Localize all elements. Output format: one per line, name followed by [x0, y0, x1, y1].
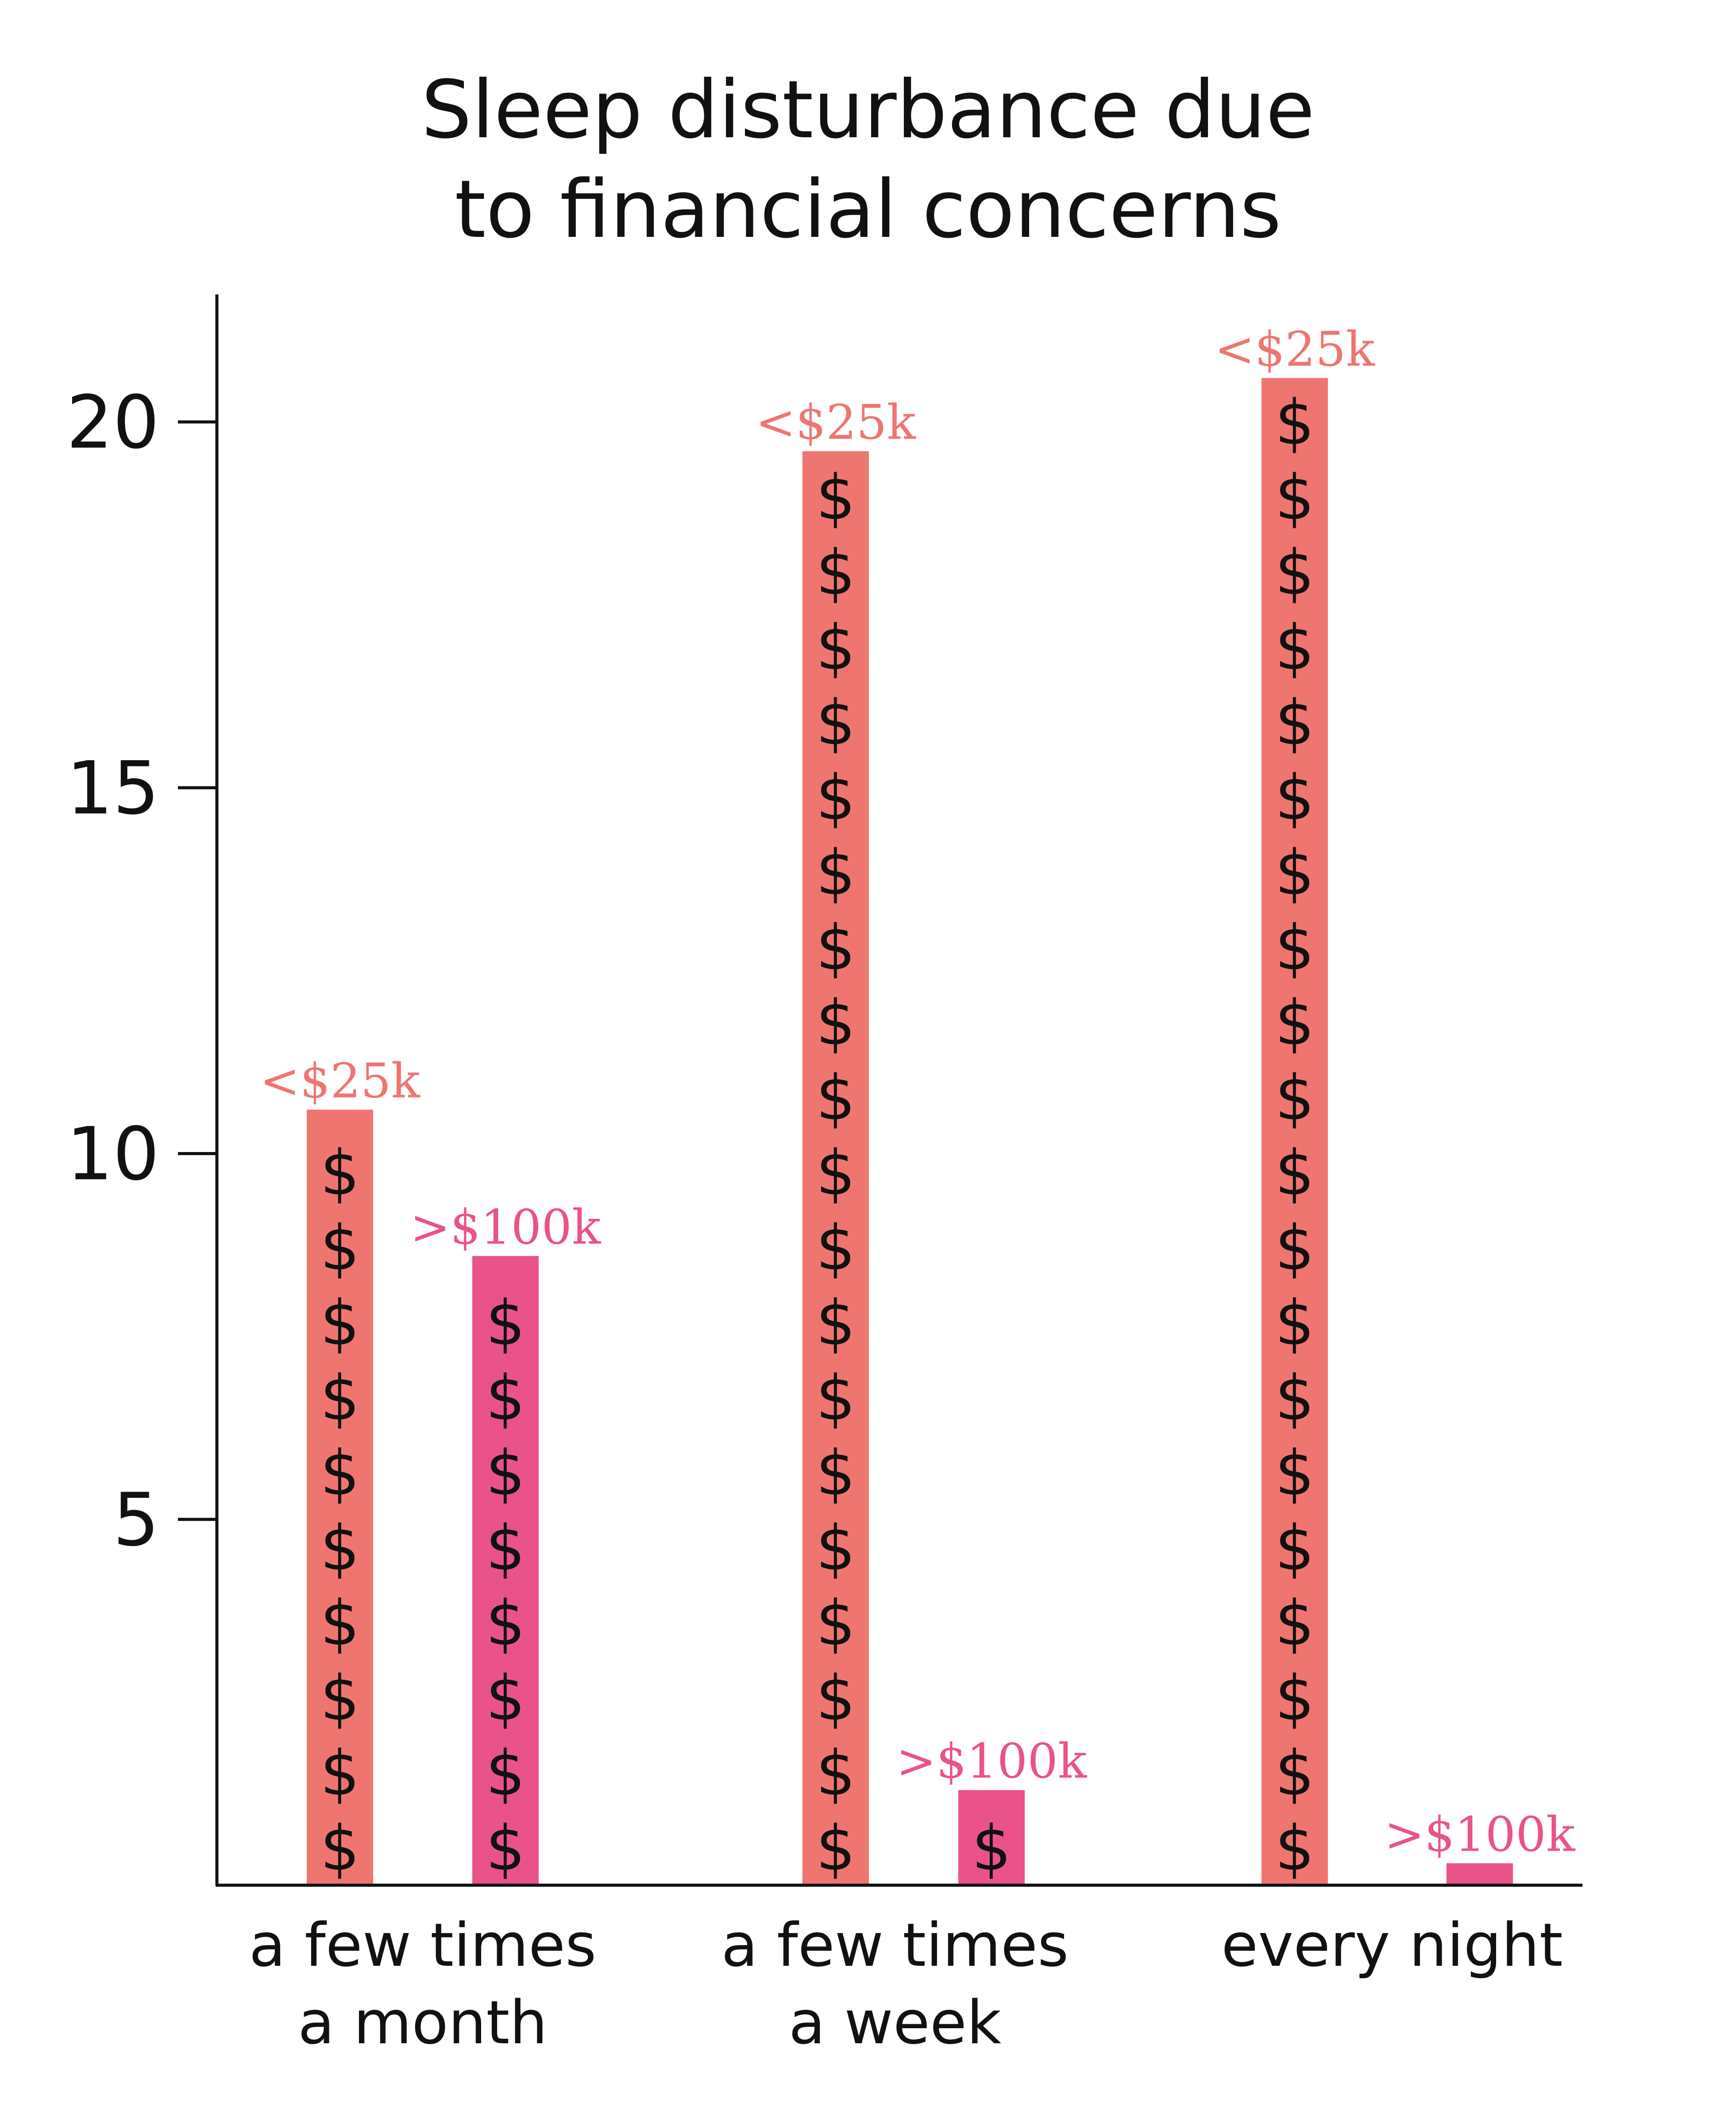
dollar-glyph: $	[816, 1287, 855, 1360]
bar-group: >$100k$$$$$$$$	[410, 1200, 602, 1885]
dollar-glyph: $	[1275, 1588, 1314, 1660]
y-tick-label: 20	[66, 380, 159, 465]
bar	[958, 1790, 1025, 1885]
dollar-glyph: $	[486, 1362, 525, 1434]
dollar-glyph: $	[1275, 1438, 1314, 1510]
dollar-glyph: $	[816, 837, 855, 909]
dollar-glyph: $	[486, 1588, 525, 1660]
dollar-glyph: $	[972, 1813, 1011, 1885]
dollar-glyph: $	[320, 1438, 359, 1510]
y-tick-label: 15	[66, 746, 159, 831]
dollar-glyph: $	[1275, 837, 1314, 909]
dollar-glyph: $	[1275, 762, 1314, 834]
dollar-glyph: $	[1275, 1813, 1314, 1885]
axes	[215, 294, 1582, 1887]
bars: <$25k$$$$$$$$$$<$25k$$$$$$$$$$$$$$$$$$$<…	[260, 322, 1576, 1885]
bar-group: >$100k $	[896, 1734, 1088, 1885]
x-categories: a few times a month a few times a week every…	[249, 1910, 1563, 2057]
bar-group: >$100k	[1385, 1807, 1576, 1885]
dollar-glyph: $	[1275, 1362, 1314, 1434]
dollar-glyph: $	[1275, 1137, 1314, 1210]
dollar-glyph: $	[816, 912, 855, 984]
dollar-glyph: $	[1275, 687, 1314, 759]
dollar-glyph: $	[1275, 1738, 1314, 1810]
y-tick-label: 5	[113, 1477, 159, 1562]
dollar-glyph: $	[486, 1287, 525, 1360]
dollar-glyph: $	[1275, 1287, 1314, 1360]
dollar-glyph: $	[486, 1663, 525, 1735]
dollar-glyph: $	[486, 1813, 525, 1885]
dollar-glyph: $	[1275, 912, 1314, 984]
dollar-glyph: $	[816, 687, 855, 759]
dollar-glyph: $	[1275, 1212, 1314, 1284]
dollar-glyph: $	[320, 1287, 359, 1360]
bar	[802, 451, 869, 1885]
x-category-label: a week	[789, 1988, 1001, 2057]
dollar-glyph: $	[320, 1588, 359, 1660]
dollar-glyph: $	[320, 1663, 359, 1735]
chart-title-line: to financial concerns	[455, 163, 1281, 256]
dollar-glyph: $	[486, 1738, 525, 1810]
dollar-glyph: $	[1275, 537, 1314, 609]
bar-label: <$25k	[1215, 322, 1376, 377]
dollar-glyph: $	[1275, 1663, 1314, 1735]
dollar-glyph: $	[816, 537, 855, 609]
x-category-label: a few times	[721, 1910, 1069, 1980]
dollar-glyph: $	[1275, 462, 1314, 534]
dollar-glyph: $	[816, 987, 855, 1059]
dollar-glyph: $	[816, 1663, 855, 1735]
bar-label: >$100k	[896, 1734, 1088, 1789]
dollar-glyph: $	[816, 1137, 855, 1210]
bar	[1447, 1863, 1513, 1885]
bar	[1261, 378, 1328, 1885]
dollar-glyph: $	[320, 1512, 359, 1585]
bar-label: <$25k	[756, 395, 917, 450]
dollar-glyph: $	[320, 1813, 359, 1885]
dollar-glyph: $	[816, 1212, 855, 1284]
chart-title-line: Sleep disturbance due	[421, 64, 1315, 156]
bar	[472, 1256, 539, 1885]
dollar-glyph: $	[1275, 612, 1314, 684]
y-tick-label: 10	[66, 1112, 159, 1197]
x-category-label: a few times	[249, 1910, 597, 1980]
y-ticks: 5 10 15 20	[66, 380, 217, 1562]
dollar-glyph: $	[1275, 987, 1314, 1059]
dollar-glyph: $	[320, 1362, 359, 1434]
bar-group: <$25k$$$$$$$$$$$$$$$$$$$	[756, 395, 917, 1885]
dollar-glyph: $	[816, 1438, 855, 1510]
bar	[307, 1110, 373, 1885]
dollar-glyph: $	[816, 1738, 855, 1810]
dollar-glyph: $	[320, 1212, 359, 1284]
bar-label: >$100k	[1385, 1807, 1576, 1862]
dollar-glyph: $	[1275, 1512, 1314, 1585]
dollar-glyph: $	[486, 1512, 525, 1585]
x-category-label: every night	[1221, 1910, 1563, 1980]
bar-group: <$25k$$$$$$$$$$	[260, 1053, 421, 1885]
dollar-glyph: $	[816, 1813, 855, 1885]
dollar-glyph: $	[816, 1588, 855, 1660]
bar-group: <$25k$$$$$$$$$$$$$$$$$$$$	[1215, 322, 1376, 1885]
bar-label: >$100k	[410, 1200, 602, 1255]
bar-label: <$25k	[260, 1053, 421, 1109]
dollar-glyph: $	[320, 1137, 359, 1210]
dollar-glyph: $	[816, 1512, 855, 1585]
dollar-glyph: $	[320, 1738, 359, 1810]
dollar-glyph: $	[1275, 1062, 1314, 1134]
dollar-glyph: $	[816, 1362, 855, 1434]
x-category-label: a month	[298, 1988, 548, 2057]
dollar-glyph: $	[816, 612, 855, 684]
dollar-glyph: $	[816, 762, 855, 834]
dollar-glyph: $	[816, 1062, 855, 1134]
dollar-glyph: $	[816, 462, 855, 534]
dollar-glyph: $	[486, 1438, 525, 1510]
dollar-glyph: $	[1275, 387, 1314, 459]
